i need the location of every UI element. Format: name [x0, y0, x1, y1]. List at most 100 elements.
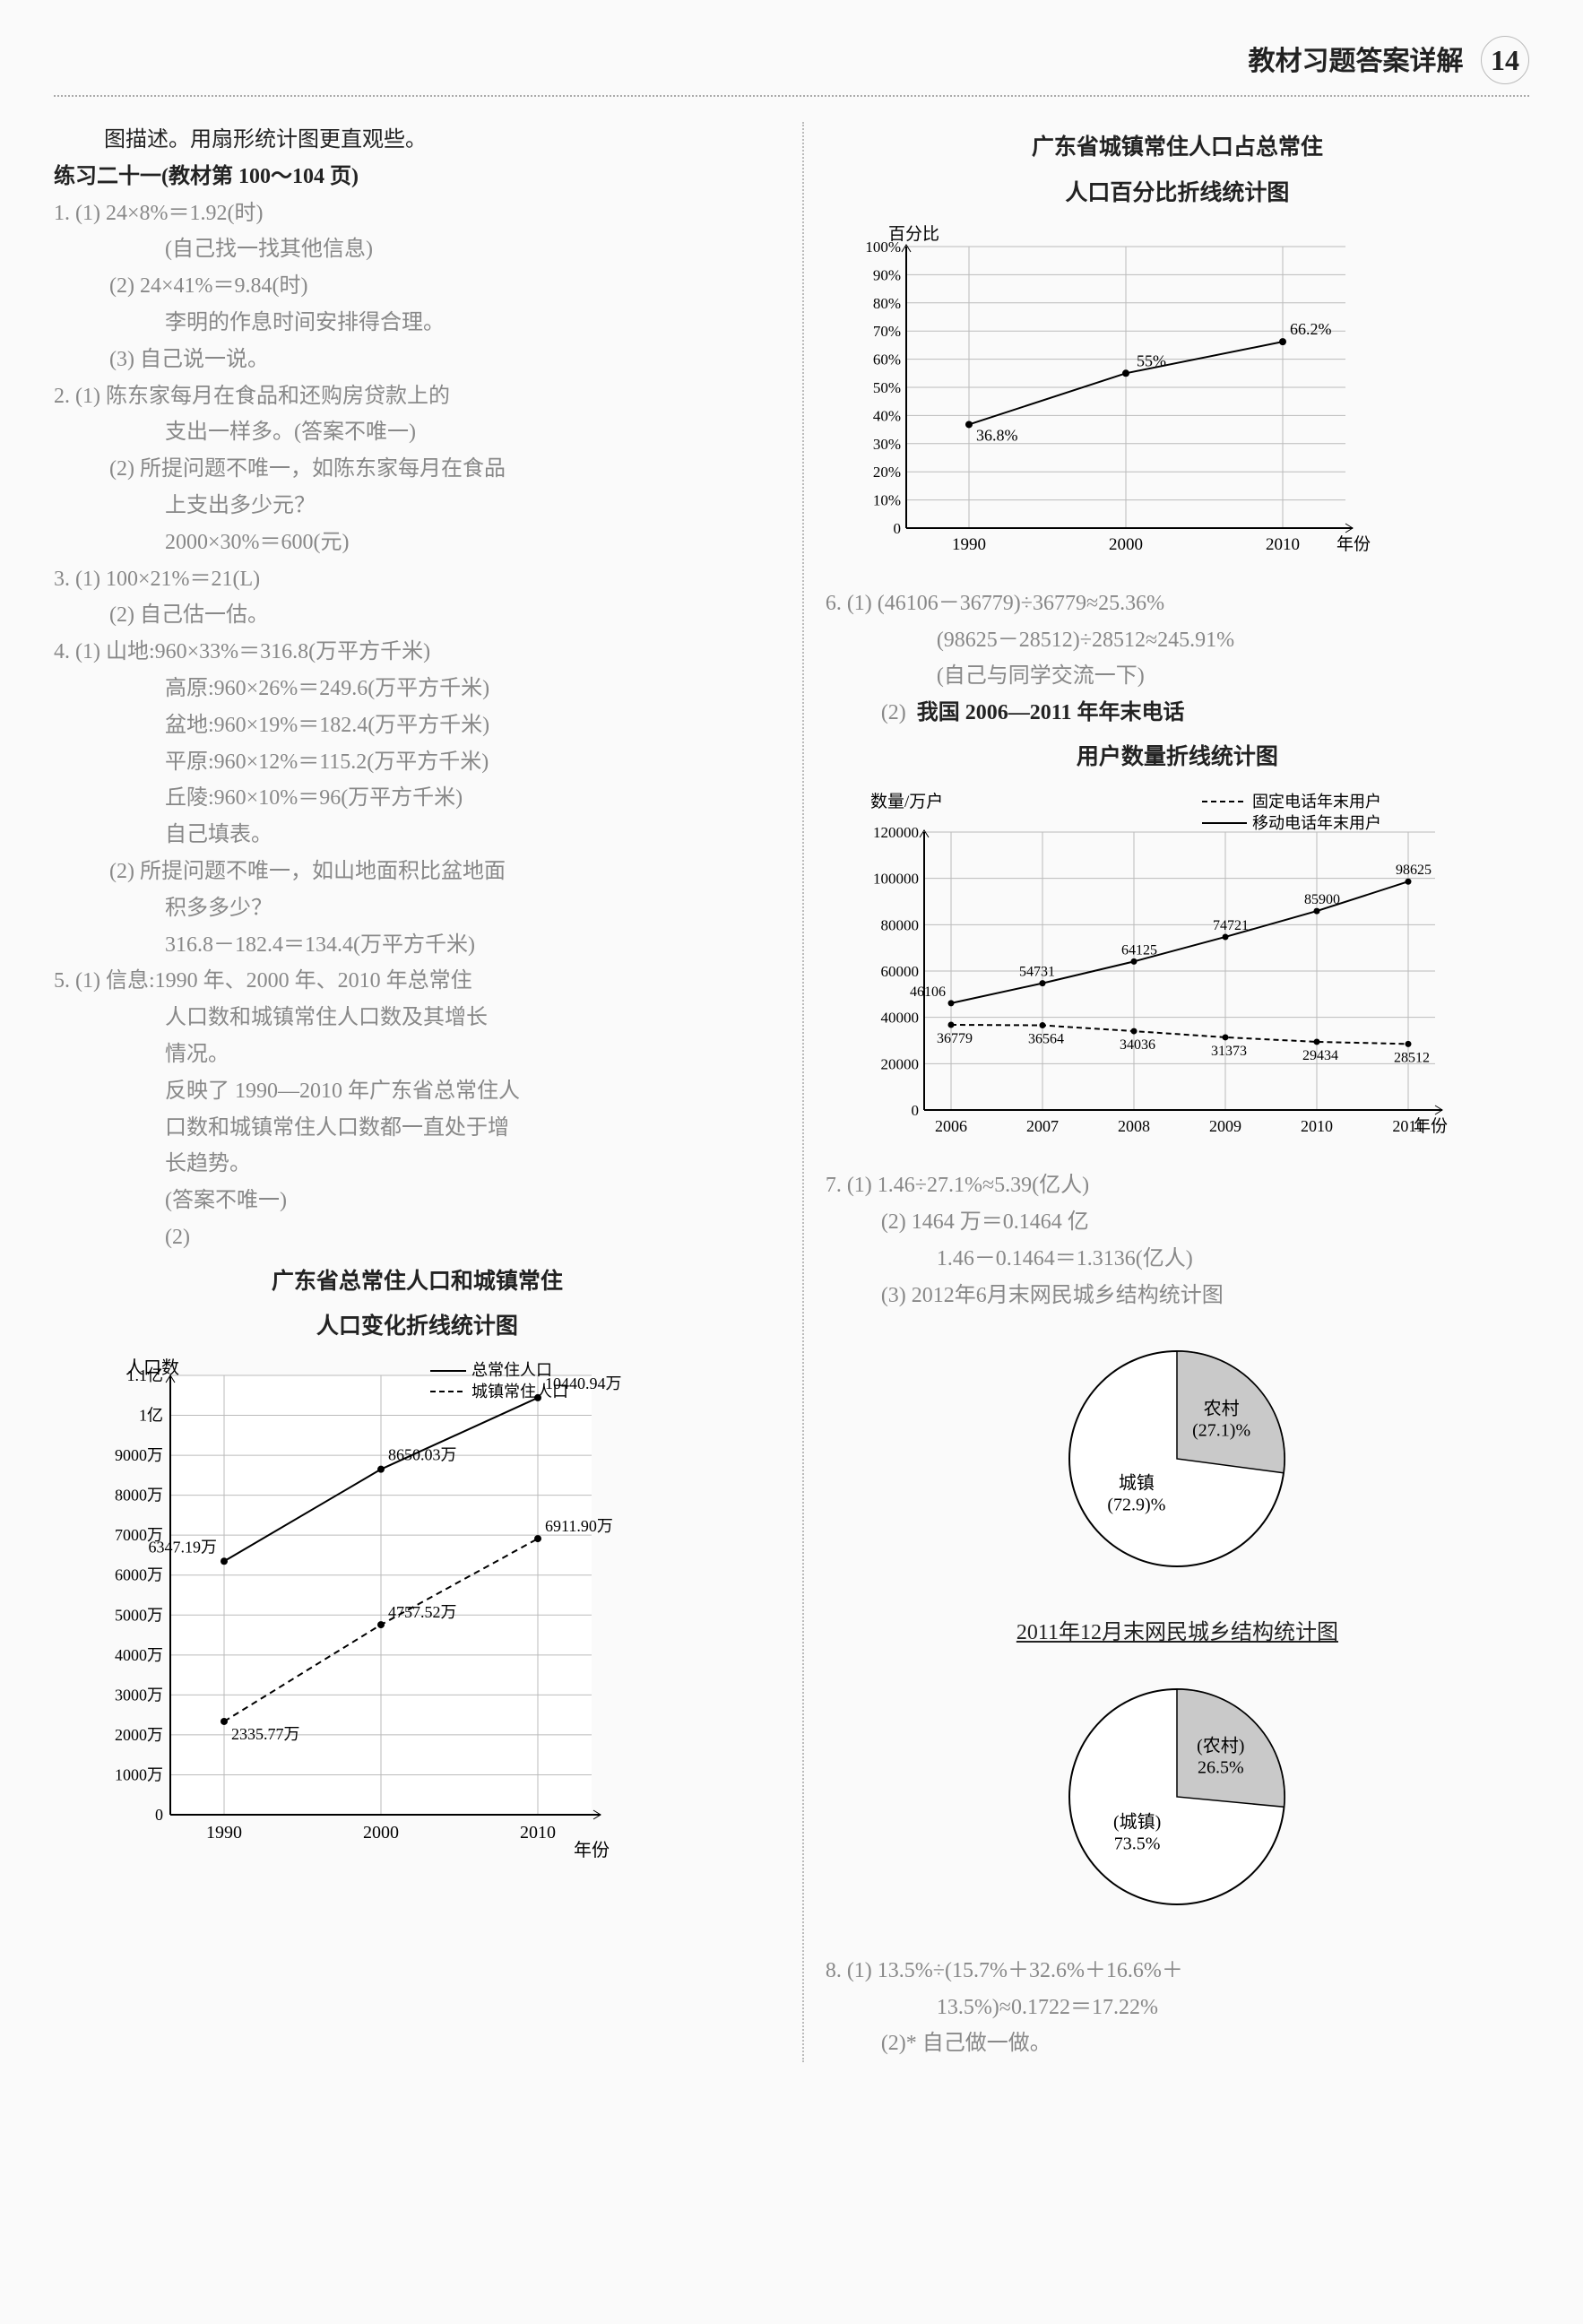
svg-text:(72.9)%: (72.9)% — [1108, 1496, 1166, 1515]
svg-text:3000万: 3000万 — [115, 1686, 163, 1704]
svg-text:固定电话年末用户: 固定电话年末用户 — [1252, 793, 1381, 811]
svg-text:20%: 20% — [873, 464, 901, 481]
svg-text:数量/万户: 数量/万户 — [870, 792, 943, 811]
svg-text:0: 0 — [893, 520, 901, 537]
q5-1b: 人口数和城镇常住人口数及其增长 — [54, 1000, 781, 1036]
svg-text:54731: 54731 — [1019, 965, 1055, 980]
chart6a-title2: 人口百分比折线统计图 — [826, 175, 1529, 213]
svg-text:2000: 2000 — [1109, 535, 1143, 554]
svg-text:36.8%: 36.8% — [976, 426, 1018, 444]
svg-text:36779: 36779 — [937, 1031, 973, 1046]
svg-text:2009: 2009 — [1209, 1117, 1241, 1135]
svg-text:城镇: 城镇 — [1119, 1473, 1155, 1494]
svg-text:10%: 10% — [873, 492, 901, 509]
svg-text:2007: 2007 — [1026, 1117, 1059, 1135]
page-header: 教材习题答案详解 14 — [54, 36, 1529, 97]
right-column: 广东省城镇常住人口占总常住 人口百分比折线统计图 010%20%30%40%50… — [802, 122, 1529, 2062]
text-line: 图描述。用扇形统计图更直观些。 — [54, 122, 781, 159]
svg-text:98625: 98625 — [1396, 863, 1432, 879]
svg-text:移动电话年末用户: 移动电话年末用户 — [1252, 814, 1381, 832]
svg-text:60000: 60000 — [880, 963, 919, 980]
svg-text:年份: 年份 — [1414, 1116, 1448, 1136]
svg-text:120000: 120000 — [873, 824, 919, 841]
svg-text:1990: 1990 — [952, 535, 986, 554]
q7-1: 7. (1) 1.46÷27.1%≈5.39(亿人) — [826, 1167, 1529, 1204]
svg-text:85900: 85900 — [1304, 893, 1340, 908]
q6-2: (2) — [881, 701, 906, 724]
header-title: 教材习题答案详解 — [1249, 47, 1464, 76]
q5-1a: 5. (1) 信息:1990 年、2000 年、2010 年总常住 — [54, 963, 781, 1000]
svg-text:1亿: 1亿 — [139, 1406, 163, 1424]
q8-1b: 13.5%)≈0.1722＝17.22% — [826, 1990, 1529, 2026]
q1-1b: (自己找一找其他信息) — [54, 231, 781, 268]
pie2-title: 2011年12月末网民城乡结构统计图 — [826, 1615, 1529, 1652]
svg-text:28512: 28512 — [1394, 1051, 1430, 1066]
q6-1b: (98625－28512)÷28512≈245.91% — [826, 622, 1529, 659]
svg-text:2010: 2010 — [1266, 535, 1300, 554]
svg-text:100000: 100000 — [873, 871, 919, 888]
svg-text:(27.1)%: (27.1)% — [1193, 1421, 1251, 1441]
svg-text:4757.52万: 4757.52万 — [388, 1603, 457, 1621]
q1-2a: (2) 24×41%＝9.84(时) — [54, 268, 781, 305]
chart6b-title2: 用户数量折线统计图 — [826, 739, 1529, 777]
svg-text:6347.19万: 6347.19万 — [149, 1538, 218, 1556]
svg-text:74721: 74721 — [1213, 918, 1249, 933]
svg-text:29434: 29434 — [1302, 1048, 1338, 1063]
q7-2b: 1.46－0.1464＝1.3136(亿人) — [826, 1241, 1529, 1278]
q1-2b: 李明的作息时间安排得合理。 — [54, 305, 781, 342]
svg-text:百分比: 百分比 — [888, 224, 939, 244]
chart6a-title1: 广东省城镇常住人口占总常住 — [826, 129, 1529, 168]
q4-1a: 4. (1) 山地:960×33%＝316.8(万平方千米) — [54, 634, 781, 671]
svg-text:26.5%: 26.5% — [1198, 1758, 1244, 1778]
q1-1a: 1. (1) 24×8%＝1.92(时) — [54, 195, 781, 232]
svg-text:90%: 90% — [873, 266, 901, 283]
pie1: 农村(27.1)% 城镇 (72.9)% — [826, 1324, 1529, 1606]
svg-text:2010: 2010 — [1301, 1117, 1333, 1135]
q1-3: (3) 自己说一说。 — [54, 342, 781, 378]
q4-1e: 丘陵:960×10%＝96(万平方千米) — [54, 780, 781, 817]
svg-text:2000: 2000 — [363, 1823, 399, 1843]
svg-text:80%: 80% — [873, 295, 901, 312]
q5-1c: 情况。 — [54, 1036, 781, 1073]
q5-1f: 长趋势。 — [54, 1146, 781, 1183]
svg-text:66.2%: 66.2% — [1290, 320, 1332, 338]
svg-text:6911.90万: 6911.90万 — [545, 1517, 613, 1535]
svg-text:9000万: 9000万 — [115, 1446, 163, 1464]
svg-text:8650.03万: 8650.03万 — [388, 1445, 457, 1463]
svg-text:6000万: 6000万 — [115, 1565, 163, 1583]
q4-1c: 盆地:960×19%＝182.4(万平方千米) — [54, 707, 781, 744]
svg-text:年份: 年份 — [574, 1840, 610, 1860]
svg-text:55%: 55% — [1137, 351, 1166, 369]
q4-1f: 自己填表。 — [54, 817, 781, 854]
q2-2c: 2000×30%＝600(元) — [54, 525, 781, 561]
svg-text:1000万: 1000万 — [115, 1765, 163, 1783]
svg-text:73.5%: 73.5% — [1114, 1834, 1161, 1853]
q3-1: 3. (1) 100×21%＝21(L) — [54, 561, 781, 598]
q3-2: (2) 自己估一估。 — [54, 597, 781, 634]
q5-1e: 口数和城镇常住人口数都一直处于增 — [54, 1110, 781, 1147]
svg-text:年份: 年份 — [1336, 534, 1371, 554]
svg-text:64125: 64125 — [1121, 943, 1157, 958]
svg-text:2000万: 2000万 — [115, 1726, 163, 1744]
svg-text:人口数: 人口数 — [125, 1357, 179, 1378]
q2-2b: 上支出多少元？ — [54, 488, 781, 525]
svg-text:(农村): (农村) — [1198, 1736, 1245, 1756]
svg-text:80000: 80000 — [880, 917, 919, 934]
svg-text:农村: 农村 — [1204, 1399, 1240, 1419]
chart6b-title1: 我国 2006—2011 年年末电话 — [917, 701, 1185, 724]
svg-text:2010: 2010 — [520, 1823, 556, 1843]
q2-1b: 支出一样多。(答案不唯一) — [54, 414, 781, 451]
q4-1d: 平原:960×12%＝115.2(万平方千米) — [54, 744, 781, 781]
svg-text:总常住人口: 总常住人口 — [471, 1361, 552, 1379]
svg-text:4000万: 4000万 — [115, 1646, 163, 1664]
q4-2a: (2) 所提问题不唯一，如山地面积比盆地面 — [54, 854, 781, 890]
pie2: (农村)26.5%(城镇)73.5% — [826, 1662, 1529, 1944]
q6-1c: (自己与同学交流一下) — [826, 658, 1529, 695]
q7-2a: (2) 1464 万＝0.1464 亿 — [826, 1204, 1529, 1241]
svg-text:50%: 50% — [873, 379, 901, 396]
q2-2a: (2) 所提问题不唯一，如陈东家每月在食品 — [54, 451, 781, 488]
svg-text:60%: 60% — [873, 351, 901, 369]
svg-text:34036: 34036 — [1120, 1038, 1155, 1054]
svg-text:0: 0 — [911, 1102, 919, 1119]
svg-text:8000万: 8000万 — [115, 1486, 163, 1504]
